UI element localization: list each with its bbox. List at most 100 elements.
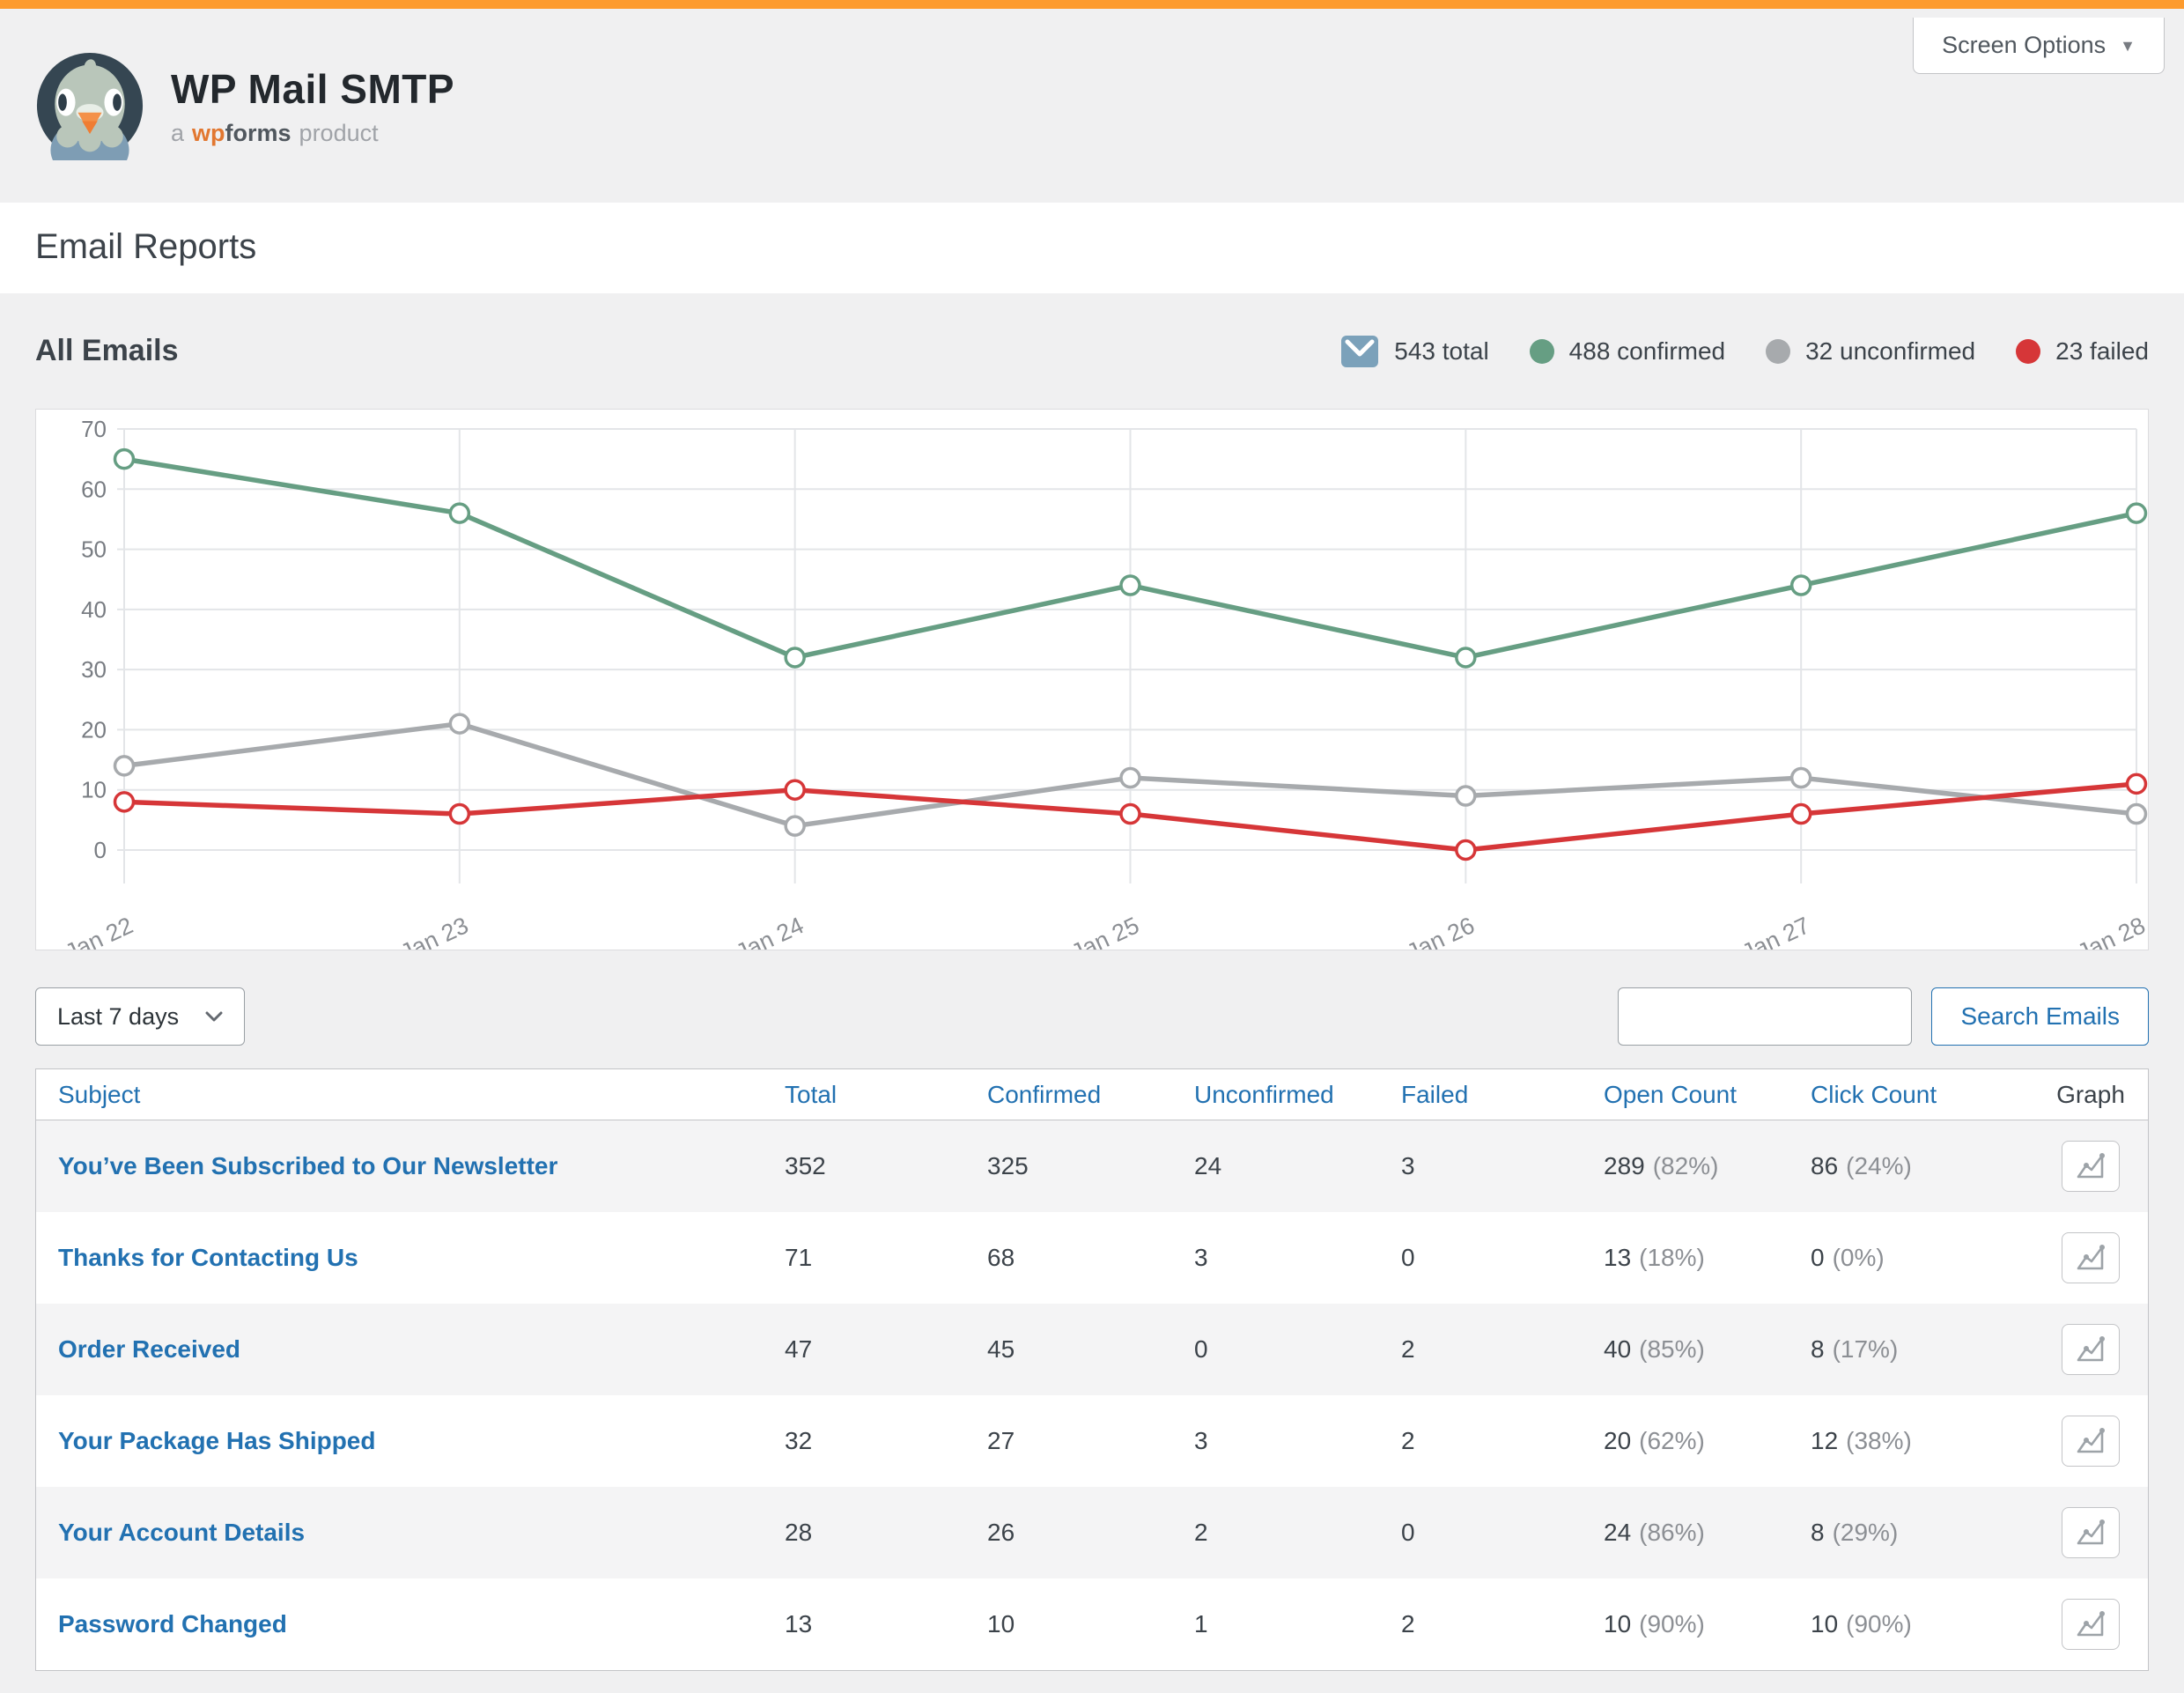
total-value: 13 [785,1610,813,1638]
top-accent-bar [0,0,2184,9]
legend-item-confirmed[interactable]: 488 confirmed [1529,337,1725,366]
cell-total: 32 [785,1427,987,1455]
row-graph-button[interactable] [2062,1416,2120,1467]
cell-open-count: 40 (85%) [1604,1335,1811,1364]
pigeon-mascot-icon [36,52,144,160]
cell-failed: 2 [1401,1335,1604,1364]
cell-total: 28 [785,1519,987,1547]
app-header: WP Mail SMTP a wpforms product Screen Op… [0,9,2184,203]
column-header-total[interactable]: Total [785,1080,837,1108]
column-header-failed[interactable]: Failed [1401,1080,1469,1108]
legend-item-total[interactable]: 543 total [1340,335,1489,368]
row-graph-button[interactable] [2062,1324,2120,1375]
open-count-number: 10 [1604,1610,1632,1638]
column-header-cell-open-count: Open Count [1604,1081,1811,1109]
click-count-percent: (24%) [1846,1152,1912,1179]
app-title: WP Mail SMTP [171,65,455,112]
wp-mail-smtp-logo [35,51,144,160]
tagline-suffix: product [299,119,379,146]
svg-text:50: 50 [81,536,107,563]
row-graph-button[interactable] [2062,1507,2120,1558]
row-graph-button[interactable] [2062,1599,2120,1650]
column-header-cell-click-count: Click Count [1811,1081,2035,1109]
total-value: 32 [785,1427,813,1454]
click-count-number: 0 [1811,1244,1825,1271]
row-graph-button[interactable] [2062,1141,2120,1192]
search-input[interactable] [1618,987,1913,1046]
failed-value: 2 [1401,1610,1415,1638]
svg-text:10: 10 [81,777,107,803]
chevron-down-icon: ▼ [2120,36,2136,55]
failed-value: 3 [1401,1152,1415,1179]
column-header-unconfirmed[interactable]: Unconfirmed [1194,1080,1334,1108]
column-header-confirmed[interactable]: Confirmed [987,1080,1102,1108]
svg-text:Jan 25: Jan 25 [1067,912,1143,950]
wpforms-brand: wpforms [192,119,291,146]
row-graph-button[interactable] [2062,1232,2120,1283]
unconfirmed-value: 24 [1194,1152,1222,1179]
legend-item-failed[interactable]: 23 failed [2016,337,2149,366]
column-header-subject[interactable]: Subject [58,1080,141,1108]
screen-options-label: Screen Options [1942,32,2107,58]
total-value: 28 [785,1519,813,1546]
line-chart-icon [2077,1245,2105,1270]
email-subject-link[interactable]: Password Changed [58,1610,287,1638]
chart-legend: 543 total 488 confirmed 32 unconfirmed 23 f… [1340,335,2149,368]
cell-failed: 3 [1401,1152,1604,1180]
unconfirmed-value: 2 [1194,1519,1208,1546]
legend-item-unconfirmed[interactable]: 32 unconfirmed [1766,337,1975,366]
column-header-click-count[interactable]: Click Count [1811,1080,1937,1108]
open-count: 13 (18%) [1604,1244,1705,1271]
email-subject-link[interactable]: Your Package Has Shipped [58,1427,376,1454]
cell-click-count: 8 (29%) [1811,1519,2035,1547]
email-subject-link[interactable]: Thanks for Contacting Us [58,1244,358,1271]
column-header-cell-graph: Graph [2035,1081,2146,1109]
open-count-percent: (85%) [1639,1335,1705,1363]
screen-options-button[interactable]: Screen Options ▼ [1913,18,2165,74]
click-count: 0 (0%) [1811,1244,1885,1271]
cell-click-count: 86 (24%) [1811,1152,2035,1180]
click-count: 8 (29%) [1811,1519,1898,1546]
confirmed-value: 325 [987,1152,1029,1179]
cell-subject: Your Package Has Shipped [36,1427,785,1455]
unconfirmed-value: 1 [1194,1610,1208,1638]
click-count-number: 8 [1811,1519,1825,1546]
cell-subject: Order Received [36,1335,785,1364]
email-subject-link[interactable]: Order Received [58,1335,240,1363]
section-head: All Emails 543 total 488 confirmed 32 unco… [35,334,2149,368]
email-reports-table: Subject Total Confirmed Unconfirmed Failed Op… [35,1068,2149,1671]
cell-unconfirmed: 0 [1194,1335,1401,1364]
line-chart-icon [2077,1428,2105,1453]
column-header-graph: Graph [2056,1080,2125,1108]
open-count-percent: (82%) [1652,1152,1719,1179]
email-subject-link[interactable]: You’ve Been Subscribed to Our Newsletter [58,1152,558,1179]
cell-open-count: 20 (62%) [1604,1427,1811,1455]
failed-value: 0 [1401,1244,1415,1271]
cell-click-count: 8 (17%) [1811,1335,2035,1364]
search-emails-button[interactable]: Search Emails [1931,987,2149,1046]
legend-label-unconfirmed: 32 unconfirmed [1805,336,1976,365]
click-count: 86 (24%) [1811,1152,1912,1179]
svg-text:60: 60 [81,476,107,502]
cell-open-count: 24 (86%) [1604,1519,1811,1547]
confirmed-dot-icon [1529,338,1554,364]
page-title: Email Reports [35,227,257,266]
date-range-select[interactable]: Last 7 days [35,987,246,1046]
cell-open-count: 13 (18%) [1604,1244,1811,1272]
date-range-value: Last 7 days [57,1002,180,1030]
cell-open-count: 10 (90%) [1604,1610,1811,1638]
svg-text:Jan 28: Jan 28 [2073,912,2148,950]
cell-confirmed: 45 [987,1335,1194,1364]
svg-text:Jan 22: Jan 22 [61,912,136,950]
svg-text:Jan 26: Jan 26 [1403,912,1479,950]
open-count-number: 289 [1604,1152,1645,1179]
total-value: 352 [785,1152,826,1179]
svg-text:Jan 27: Jan 27 [1738,912,1814,950]
cell-unconfirmed: 3 [1194,1427,1401,1455]
cell-subject: You’ve Been Subscribed to Our Newsletter [36,1152,785,1180]
table-row: Order Received 47 45 0 2 40 (85%) 8 (17%) [36,1304,2148,1395]
email-subject-link[interactable]: Your Account Details [58,1519,306,1546]
line-chart-icon [2077,1153,2105,1179]
column-header-open-count[interactable]: Open Count [1604,1080,1737,1108]
svg-text:40: 40 [81,596,107,623]
